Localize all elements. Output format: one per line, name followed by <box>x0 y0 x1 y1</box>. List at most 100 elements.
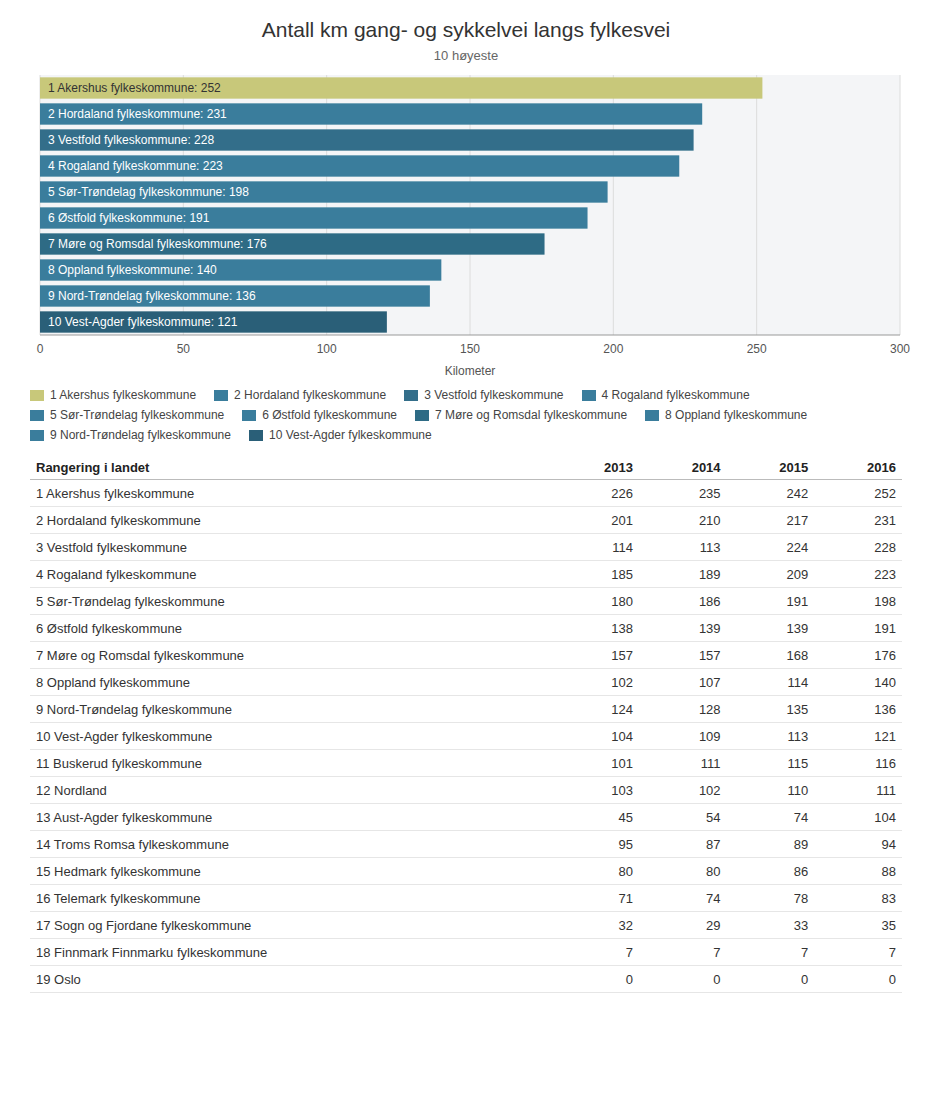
legend-swatch <box>214 390 228 401</box>
table-cell: 88 <box>814 858 902 885</box>
title: Antall km gang- og sykkelvei langs fylke… <box>0 18 932 42</box>
table-cell: 80 <box>639 858 727 885</box>
bar <box>40 181 608 202</box>
x-axis <box>40 335 900 336</box>
legend-item: 9 Nord-Trøndelag fylkeskommune <box>30 428 231 442</box>
table-cell: 114 <box>551 534 639 561</box>
table-header: 2016 <box>814 456 902 480</box>
table-header: 2015 <box>727 456 815 480</box>
tick-label: 50 <box>177 342 191 356</box>
bar <box>40 155 679 176</box>
legend-item: 1 Akershus fylkeskommune <box>30 388 196 402</box>
data-label: 2 Hordaland fylkeskommune: 231 <box>48 107 227 121</box>
data-label: 3 Vestfold fylkeskommune: 228 <box>48 133 214 147</box>
table-cell: 11 Buskerud fylkeskommune <box>30 750 551 777</box>
table-cell: 102 <box>639 777 727 804</box>
data-label: 9 Nord-Trøndelag fylkeskommune: 136 <box>48 289 256 303</box>
table-cell: 110 <box>727 777 815 804</box>
table-cell: 103 <box>551 777 639 804</box>
table-cell: 0 <box>639 966 727 993</box>
bars <box>40 77 762 332</box>
table-cell: 124 <box>551 696 639 723</box>
tick-label: 300 <box>890 342 910 356</box>
table-cell: 128 <box>639 696 727 723</box>
data-label: 4 Rogaland fylkeskommune: 223 <box>48 159 223 173</box>
table-header: 2013 <box>551 456 639 480</box>
table-cell: 228 <box>814 534 902 561</box>
bar <box>40 285 430 306</box>
table-cell: 191 <box>727 588 815 615</box>
table-cell: 139 <box>727 615 815 642</box>
bar <box>40 259 441 280</box>
legend-swatch <box>30 390 44 401</box>
legend-label: 8 Oppland fylkeskommune <box>665 408 807 422</box>
legend-swatch <box>404 390 418 401</box>
table-cell: 3 Vestfold fylkeskommune <box>30 534 551 561</box>
legend-label: 9 Nord-Trøndelag fylkeskommune <box>50 428 231 442</box>
bar <box>40 129 694 150</box>
table-cell: 83 <box>814 885 902 912</box>
legend-label: 2 Hordaland fylkeskommune <box>234 388 386 402</box>
legend-swatch <box>645 410 659 421</box>
legend-swatch <box>30 430 44 441</box>
table-cell: 94 <box>814 831 902 858</box>
table-cell: 104 <box>551 723 639 750</box>
table-cell: 80 <box>551 858 639 885</box>
table-cell: 7 <box>639 939 727 966</box>
bar <box>40 233 545 254</box>
data-label: 10 Vest-Agder fylkeskommune: 121 <box>48 315 238 329</box>
plot-background <box>40 75 900 335</box>
table-cell: 168 <box>727 642 815 669</box>
tick-label: 250 <box>747 342 767 356</box>
table-cell: 74 <box>639 885 727 912</box>
table-cell: 201 <box>551 507 639 534</box>
table-cell: 217 <box>727 507 815 534</box>
legend-label: 6 Østfold fylkeskommune <box>262 408 397 422</box>
legend-label: 7 Møre og Romsdal fylkeskommune <box>435 408 627 422</box>
table-cell: 71 <box>551 885 639 912</box>
table-cell: 95 <box>551 831 639 858</box>
table-cell: 7 <box>551 939 639 966</box>
table-cell: 54 <box>639 804 727 831</box>
legend-item: 7 Møre og Romsdal fylkeskommune <box>415 408 627 422</box>
legend-item: 8 Oppland fylkeskommune <box>645 408 807 422</box>
legend-item: 6 Østfold fylkeskommune <box>242 408 397 422</box>
table-cell: 29 <box>639 912 727 939</box>
table-cell: 0 <box>814 966 902 993</box>
bar <box>40 77 762 98</box>
table-cell: 14 Troms Romsa fylkeskommune <box>30 831 551 858</box>
table-cell: 231 <box>814 507 902 534</box>
table-cell: 4 Rogaland fylkeskommune <box>30 561 551 588</box>
table-cell: 17 Sogn og Fjordane fylkeskommune <box>30 912 551 939</box>
table-cell: 18 Finnmark Finnmarku fylkeskommune <box>30 939 551 966</box>
table-cell: 45 <box>551 804 639 831</box>
x-axis-label: Kilometer <box>445 364 496 378</box>
table-cell: 5 Sør-Trøndelag fylkeskommune <box>30 588 551 615</box>
table-cell: 8 Oppland fylkeskommune <box>30 669 551 696</box>
data-label: 5 Sør-Trøndelag fylkeskommune: 198 <box>48 185 249 199</box>
legend-swatch <box>242 410 256 421</box>
legend-label: 1 Akershus fylkeskommune <box>50 388 196 402</box>
grid-line <box>756 75 757 335</box>
table-cell: 157 <box>639 642 727 669</box>
table-cell: 191 <box>814 615 902 642</box>
legend-label: 5 Sør-Trøndelag fylkeskommune <box>50 408 224 422</box>
table-cell: 0 <box>551 966 639 993</box>
table-cell: 101 <box>551 750 639 777</box>
bar <box>40 311 387 332</box>
legend-swatch <box>415 410 429 421</box>
table-cell: 74 <box>727 804 815 831</box>
table-cell: 176 <box>814 642 902 669</box>
table-cell: 210 <box>639 507 727 534</box>
table-cell: 186 <box>639 588 727 615</box>
tick-label: 200 <box>603 342 623 356</box>
table-cell: 139 <box>639 615 727 642</box>
table-cell: 235 <box>639 480 727 507</box>
tick-label: 100 <box>317 342 337 356</box>
table-cell: 7 <box>814 939 902 966</box>
table-cell: 224 <box>727 534 815 561</box>
table-cell: 189 <box>639 561 727 588</box>
table-cell: 109 <box>639 723 727 750</box>
table-cell: 140 <box>814 669 902 696</box>
table-cell: 6 Østfold fylkeskommune <box>30 615 551 642</box>
